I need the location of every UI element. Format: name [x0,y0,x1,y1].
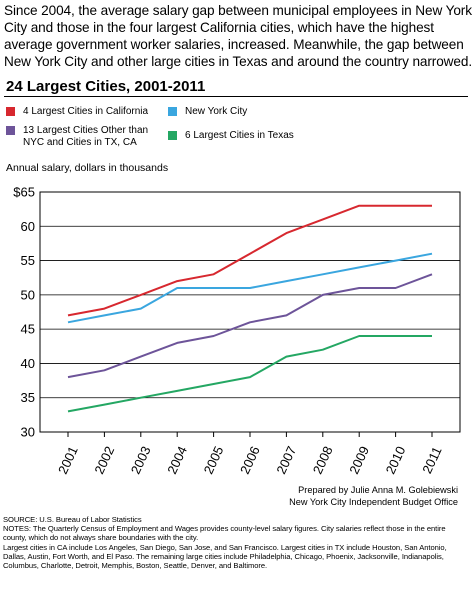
y-tick-label: 40 [21,356,35,371]
x-tick-label: 2002 [91,444,117,477]
x-tick-label: 2009 [346,444,372,477]
x-tick-label: 2007 [273,444,299,477]
y-axis-label: Annual salary, dollars in thousands [6,162,169,174]
y-tick-label: 50 [21,287,35,302]
credit-author: Prepared by Julie Anna M. Golebiewski [298,485,458,495]
x-tick-label: 2006 [237,444,263,477]
notes-block: SOURCE: U.S. Bureau of Labor Statistics … [3,515,471,570]
x-tick-label: 2001 [55,444,81,477]
y-tick-label: $65 [13,185,35,200]
x-tick-label: 2010 [383,444,409,477]
y-tick-label: 35 [21,390,35,405]
y-tick-label: 45 [21,322,35,337]
chart-title: 24 Largest Cities, 2001-2011 [6,78,206,95]
legend-item-california: 4 Largest Cities in California [6,106,156,118]
x-tick-label: 2011 [419,444,444,476]
title-divider [4,96,468,97]
notes-text: NOTES: The Quarterly Census of Employmen… [3,524,446,543]
legend-label-california: 4 Largest Cities in California [23,106,149,117]
y-tick-label: 60 [21,219,35,234]
x-tick-label: 2004 [164,444,190,477]
legend-swatch-nyc [168,107,177,116]
series-line-3 [67,335,432,413]
legend-item-other: 13 Largest Cities Other than NYC and Cit… [6,125,156,149]
legend-label-other: 13 Largest Cities Other than NYC and Cit… [23,125,149,148]
credit-org: New York City Independent Budget Office [289,497,458,507]
legend-swatch-texas [168,131,177,140]
x-tick-label: 2008 [310,444,336,477]
y-tick-label: 30 [21,425,35,440]
legend-label-nyc: New York City [185,106,248,117]
notes-cities: Largest cities in CA include Los Angeles… [3,542,447,571]
legend-item-nyc: New York City [168,106,318,118]
intro-paragraph: Since 2004, the average salary gap betwe… [4,3,473,69]
plot-frame [39,191,461,433]
x-tick-label: 2003 [128,444,154,477]
legend-swatch-california [6,107,15,116]
line-chart: 30 35 40 45 50 55 60 $65 2001 2002 2003 2004 2005 20… [13,185,461,477]
source-note: SOURCE: U.S. Bureau of Labor Statistics [3,515,142,524]
series-line-0 [67,204,432,317]
x-tick-label: 2005 [201,444,227,477]
legend-label-texas: 6 Largest Cities in Texas [185,130,294,141]
series-line-1 [67,252,433,324]
legend-item-texas: 6 Largest Cities in Texas [168,130,318,142]
y-tick-label: 55 [21,253,35,268]
legend-swatch-other [6,126,15,135]
credit: Prepared by Julie Anna M. Golebiewski Ne… [289,484,458,508]
series-line-2 [67,273,433,379]
